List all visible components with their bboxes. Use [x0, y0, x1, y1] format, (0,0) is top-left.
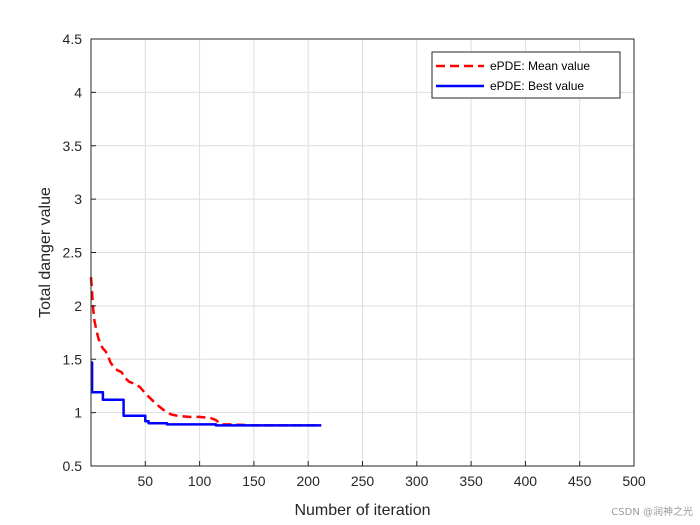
legend-label-best-value: ePDE: Best value [490, 79, 584, 93]
x-tick-label: 200 [297, 473, 321, 489]
y-tick-label: 4.5 [63, 31, 83, 47]
x-axis-title: Number of iteration [294, 502, 430, 519]
y-axis-title: Total danger value [37, 187, 54, 318]
y-tick-label: 2.5 [63, 245, 83, 261]
legend-box [431, 51, 621, 99]
y-tick-label: 3.5 [63, 138, 83, 154]
x-tick-label: 500 [622, 473, 646, 489]
series-line-best-value [90, 361, 322, 427]
x-tick-label: 350 [459, 473, 483, 489]
series-lines [89, 277, 322, 427]
x-tick-label: 400 [514, 473, 538, 489]
watermark: CSDN @润神之光 [611, 505, 693, 518]
x-tick-label: 50 [138, 473, 154, 489]
y-tick-label: 1 [74, 405, 82, 421]
legend-label-mean-value: ePDE: Mean value [490, 59, 590, 73]
x-tick-label: 150 [242, 473, 266, 489]
axis-ticks [91, 38, 635, 467]
series-line-mean-value [89, 277, 322, 427]
y-tick-label: 2 [74, 298, 82, 314]
x-tick-label: 250 [351, 473, 375, 489]
y-tick-label: 3 [74, 191, 82, 207]
x-tick-label: 450 [568, 473, 592, 489]
y-tick-label: 4 [74, 84, 82, 100]
y-tick-label: 0.5 [63, 458, 83, 474]
legend: ePDE: Mean value ePDE: Best value [431, 51, 621, 99]
y-tick-label: 1.5 [63, 351, 83, 367]
x-tick-labels: 50 100 150 200 250 300 350 400 450 500 [138, 473, 646, 489]
x-tick-label: 300 [405, 473, 429, 489]
y-tick-labels: 0.5 1 1.5 2 2.5 3 3.5 4 4.5 [63, 31, 83, 474]
x-tick-label: 100 [188, 473, 212, 489]
